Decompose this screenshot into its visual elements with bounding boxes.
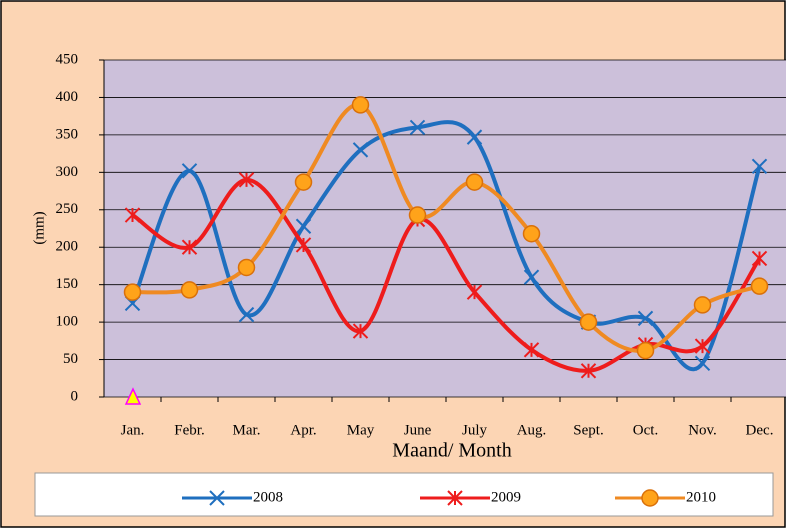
x-tick-label: Apr. (290, 422, 316, 438)
y-tick-label: 400 (56, 89, 79, 105)
point (466, 129, 483, 145)
point (295, 237, 312, 253)
legend-marker (447, 490, 463, 506)
point (523, 342, 540, 358)
y-tick-label: 200 (56, 239, 79, 255)
point (295, 218, 312, 234)
series (123, 96, 769, 360)
point (181, 163, 198, 179)
point (237, 258, 256, 277)
legend-label: 2009 (491, 489, 521, 505)
decoration-marker (124, 387, 142, 405)
x-tick-label: Aug. (517, 422, 547, 438)
y-tick-label: 350 (56, 126, 79, 142)
legend-label: 2008 (253, 489, 283, 505)
legend (34, 472, 774, 517)
point (409, 119, 426, 136)
y-tick-label: 450 (56, 51, 79, 67)
point (751, 158, 768, 175)
y-tick-label: 0 (71, 388, 79, 404)
x-tick-label: Nov. (688, 422, 717, 438)
x-tick-label: May (347, 422, 375, 438)
point (238, 172, 255, 188)
x-tick-label: July (462, 422, 488, 438)
point (694, 355, 711, 372)
legend-marker (209, 490, 225, 506)
point (466, 284, 483, 300)
point (294, 173, 313, 191)
x-tick-label: Mar. (233, 422, 261, 438)
point (124, 207, 141, 223)
point (523, 269, 540, 285)
point (352, 142, 369, 158)
point (123, 283, 142, 301)
x-tick-label: June (404, 422, 432, 438)
series-lines (123, 96, 769, 379)
point (181, 239, 198, 255)
y-tick-label: 300 (56, 164, 79, 180)
point (580, 363, 597, 379)
x-axis-label: Maand/ Month (392, 440, 511, 462)
y-tick-label: 50 (63, 351, 78, 367)
point (180, 281, 199, 299)
y-tick-label: 100 (56, 314, 79, 330)
point (238, 306, 255, 323)
y-axis-label: (mm) (31, 211, 47, 244)
x-tick-label: Oct. (633, 422, 658, 438)
legend-entries: 2008 2009 2010 (182, 489, 716, 507)
point (579, 313, 598, 331)
point (750, 277, 769, 295)
x-tick-label: Jan. (121, 422, 145, 438)
point (636, 341, 655, 360)
x-tick-label: Sept. (573, 422, 603, 438)
legend-label: 2010 (686, 489, 716, 505)
x-tick-label: Dec. (746, 422, 774, 438)
plot-area (104, 60, 786, 397)
point (694, 338, 711, 354)
x-tick-label: Febr. (174, 422, 204, 438)
point (637, 310, 654, 327)
point (751, 250, 768, 267)
point (352, 323, 369, 339)
y-tick-label: 150 (56, 276, 79, 292)
point (693, 296, 712, 314)
point (351, 96, 370, 114)
point (522, 224, 541, 243)
point (465, 173, 484, 191)
legend-marker (641, 489, 659, 507)
point (408, 206, 427, 224)
y-tick-label: 250 (56, 201, 79, 217)
